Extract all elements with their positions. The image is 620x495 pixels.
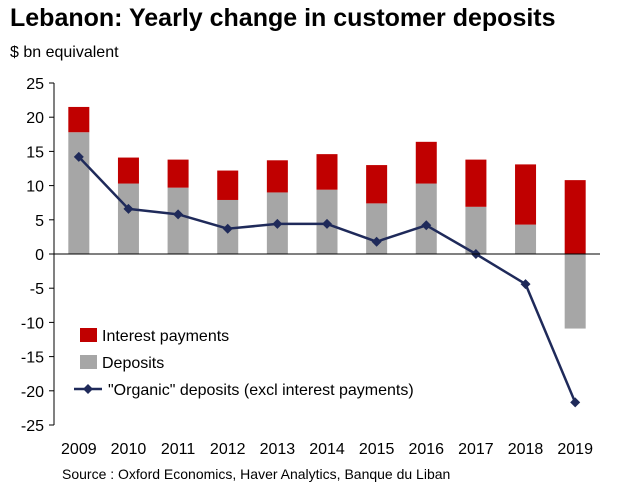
legend: Interest payments Deposits "Organic" depos… <box>74 328 414 399</box>
chart-unit-label: $ bn equivalent <box>10 44 119 61</box>
chart-title: Lebanon: Yearly change in customer depos… <box>10 4 556 32</box>
x-tick-label: 2009 <box>61 441 97 458</box>
organic-deposits-point <box>222 223 233 234</box>
x-tick-label: 2013 <box>260 441 296 458</box>
organic-deposits-point <box>322 218 332 229</box>
y-tick-label: 0 <box>35 247 44 264</box>
y-tick-label: 10 <box>26 179 44 196</box>
y-tick-label: -20 <box>21 384 44 401</box>
organic-deposits-point <box>123 203 134 214</box>
interest-payments-bar <box>117 157 139 184</box>
interest-payments-bar <box>415 141 437 184</box>
bars <box>68 106 586 329</box>
y-tick-label: -15 <box>21 350 44 367</box>
legend-marker-organic <box>83 384 93 394</box>
deposits-bar <box>117 183 139 254</box>
y-tick-label: 20 <box>26 110 44 127</box>
deposits-bar <box>515 224 537 254</box>
organic-deposits-point <box>173 209 184 220</box>
x-tick-label: 2018 <box>508 441 544 458</box>
deposits-bar <box>366 203 388 254</box>
y-tick-label: 15 <box>26 144 44 161</box>
x-tick-label: 2015 <box>359 441 395 458</box>
y-tick-label: -5 <box>30 281 44 298</box>
y-axis: 25 20 15 10 5 0 -5 -10 -15 -20 -25 <box>21 76 55 435</box>
y-tick-label: -10 <box>21 315 44 332</box>
y-tick-label: -25 <box>21 418 44 435</box>
organic-deposits-point <box>520 279 531 290</box>
legend-label-organic: "Organic" deposits (excl interest paymen… <box>108 382 414 399</box>
legend-swatch-interest <box>80 328 97 342</box>
interest-payments-bar <box>68 106 90 133</box>
organic-deposits-point <box>272 218 283 229</box>
legend-label-interest: Interest payments <box>102 328 229 345</box>
source-note: Source : Oxford Economics, Haver Analyti… <box>62 466 451 482</box>
x-axis: 2009 2010 2011 2012 2013 2014 2015 2016 2017 2018… <box>54 253 600 458</box>
organic-deposits-point <box>73 151 84 162</box>
interest-payments-bar <box>366 165 388 204</box>
legend-swatch-deposits <box>80 355 97 369</box>
x-tick-label: 2012 <box>210 441 246 458</box>
interest-payments-bar <box>515 164 537 225</box>
deposits-bar <box>564 254 586 329</box>
interest-payments-bar <box>316 154 338 190</box>
x-tick-label: 2019 <box>557 441 593 458</box>
y-tick-label: 25 <box>26 76 44 93</box>
interest-payments-bar <box>465 159 487 207</box>
organic-deposits-point <box>421 220 432 231</box>
x-tick-label: 2014 <box>309 441 345 458</box>
x-tick-label: 2017 <box>458 441 494 458</box>
x-tick-label: 2016 <box>408 441 444 458</box>
interest-payments-bar <box>217 170 239 200</box>
deposits-bar <box>415 183 437 254</box>
organic-deposits-point <box>371 236 382 247</box>
x-tick-label: 2010 <box>111 441 147 458</box>
y-tick-label: 5 <box>35 213 44 230</box>
deposits-bar <box>465 206 487 254</box>
interest-payments-bar <box>266 160 288 193</box>
legend-label-deposits: Deposits <box>102 355 164 372</box>
deposits-bar <box>68 132 90 254</box>
organic-deposits-point <box>570 397 581 408</box>
interest-payments-bar <box>564 180 586 254</box>
deposits-bar <box>167 187 189 254</box>
x-tick-label: 2011 <box>161 441 196 458</box>
interest-payments-bar <box>167 159 189 188</box>
